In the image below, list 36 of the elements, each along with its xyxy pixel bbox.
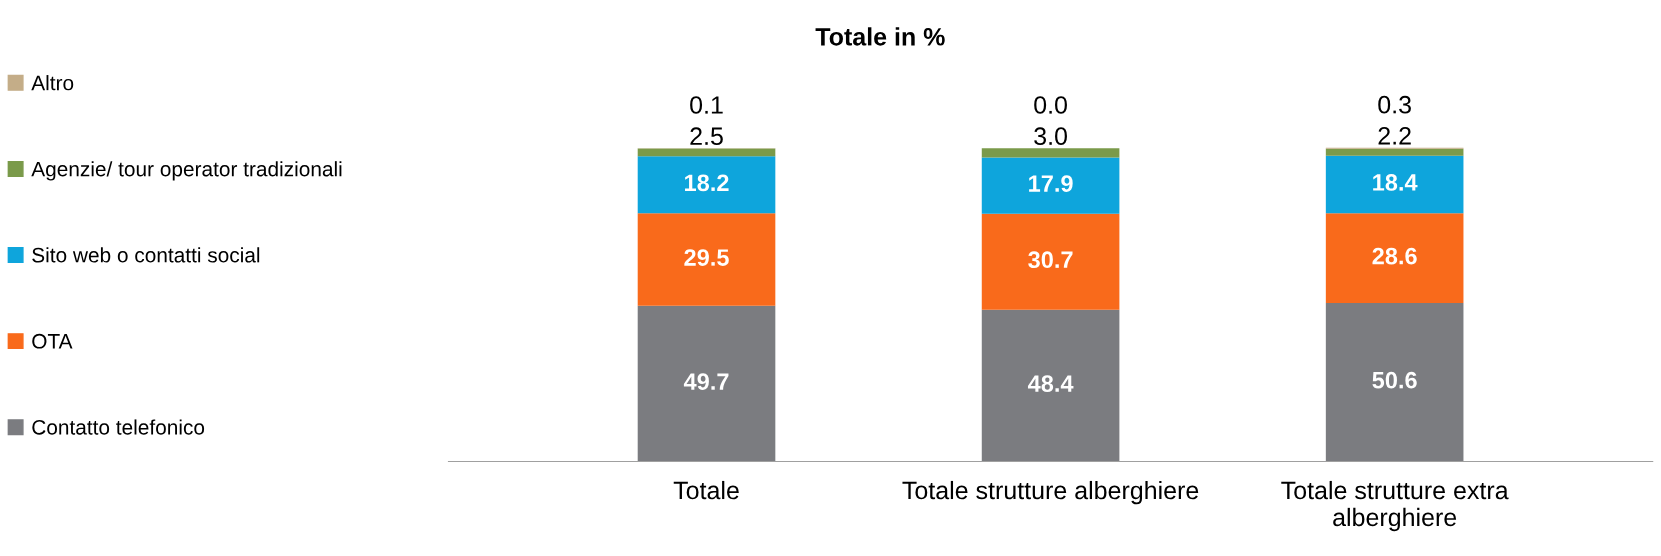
bar bbox=[637, 156, 776, 214]
bar bbox=[637, 305, 776, 462]
bar bbox=[637, 148, 776, 157]
x-tick-label: Totale bbox=[673, 480, 739, 500]
data-label: 0.0 bbox=[1034, 96, 1067, 114]
bar bbox=[637, 213, 776, 306]
bar bbox=[981, 148, 1120, 158]
bar bbox=[1325, 213, 1464, 303]
legend-label: Sito web o contatti social bbox=[32, 247, 260, 263]
legend-label: Contatto telefonico bbox=[32, 419, 205, 435]
legend-label: Altro bbox=[31, 75, 74, 91]
bar bbox=[981, 309, 1120, 462]
data-label: 28.6 bbox=[1372, 247, 1417, 265]
bar bbox=[1325, 302, 1464, 462]
data-label: 2.5 bbox=[690, 127, 723, 146]
data-label: 18.2 bbox=[685, 174, 729, 192]
data-label: 30.7 bbox=[1028, 251, 1073, 269]
x-tick-label: Totale strutture alberghiere bbox=[902, 480, 1199, 505]
data-label: 49.7 bbox=[683, 373, 729, 390]
data-label: 0.1 bbox=[690, 96, 723, 114]
x-tick-label: Totale strutture extra alberghiere bbox=[1281, 480, 1509, 532]
data-label: 3.0 bbox=[1034, 127, 1067, 146]
data-label: 18.4 bbox=[1373, 174, 1418, 191]
legend-label: OTA bbox=[32, 333, 73, 349]
bar bbox=[981, 157, 1120, 214]
data-label: 2.2 bbox=[1378, 127, 1411, 145]
bar bbox=[1325, 148, 1464, 156]
data-label: 29.5 bbox=[684, 249, 729, 266]
legend-label: Agenzie/ tour operator tradizionali bbox=[31, 161, 342, 181]
data-label: 48.4 bbox=[1027, 375, 1074, 392]
data-label: 0.3 bbox=[1378, 95, 1411, 114]
data-label: 50.6 bbox=[1372, 371, 1417, 389]
chart-title: Totale in % bbox=[815, 27, 945, 46]
data-label: 17.9 bbox=[1029, 175, 1073, 192]
bar bbox=[1325, 155, 1464, 214]
bar bbox=[981, 213, 1120, 310]
